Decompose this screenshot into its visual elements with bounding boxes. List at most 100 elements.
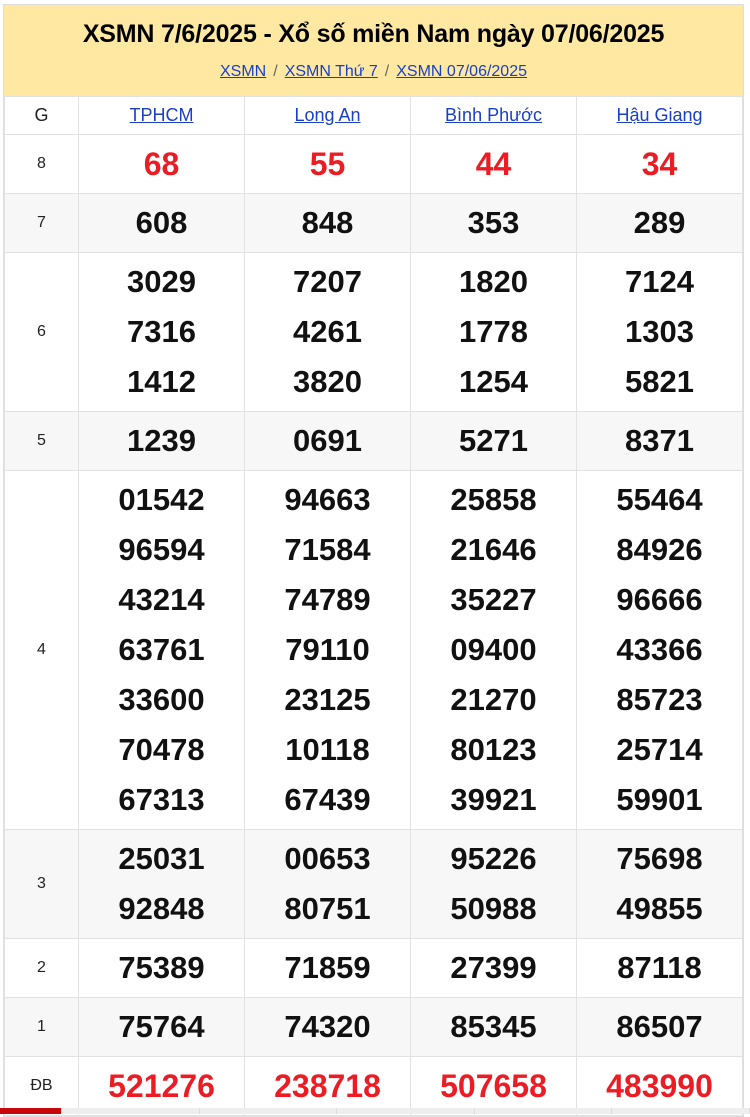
prize-cell: 95226 50988 <box>410 829 577 939</box>
prize-cell: 483990 <box>576 1056 743 1116</box>
results-panel: XSMN 7/6/2025 - Xổ số miền Nam ngày 07/0… <box>3 4 744 1117</box>
province-link-hau-giang[interactable]: Hậu Giang <box>616 105 703 125</box>
prize-cell: 55464 84926 96666 43366 85723 25714 59901 <box>576 470 743 830</box>
prize-number: 85345 <box>450 1009 537 1044</box>
prize-label: 4 <box>4 470 79 830</box>
prize-number: 507658 <box>440 1068 547 1104</box>
prize-cell: 34 <box>576 134 743 194</box>
prize-number: 44 <box>475 146 512 182</box>
breadcrumb-separator: / <box>273 63 278 80</box>
prize-number: 96594 <box>118 532 205 567</box>
prize-row: 1 75764 74320 85345 86507 <box>4 997 743 1057</box>
prize-cell: 289 <box>576 193 743 253</box>
prize-number: 1820 <box>459 264 528 299</box>
prize-number: 34 <box>641 146 678 182</box>
prize-cell: 3029 7316 1412 <box>78 252 245 412</box>
prize-cell: 7207 4261 3820 <box>244 252 411 412</box>
prize-number: 33600 <box>118 682 205 717</box>
prize-row: 8 68 55 44 34 <box>4 134 743 194</box>
prize-cell: 85345 <box>410 997 577 1057</box>
prize-label: 6 <box>4 252 79 412</box>
prize-number: 50988 <box>450 891 537 926</box>
prize-number: 4261 <box>293 314 362 349</box>
prize-row: 3 25031 92848 00653 80751 95226 50988 75698 4985… <box>4 829 743 939</box>
tab-item[interactable] <box>612 1108 750 1114</box>
prize-number: 43214 <box>118 582 205 617</box>
prize-cell: 44 <box>410 134 577 194</box>
prize-cell: 87118 <box>576 938 743 998</box>
prize-number: 71584 <box>284 532 371 567</box>
prize-number: 67439 <box>284 782 371 817</box>
prize-cell: 848 <box>244 193 411 253</box>
prize-number: 84926 <box>616 532 703 567</box>
tab-item[interactable] <box>475 1108 613 1114</box>
results-header: XSMN 7/6/2025 - Xổ số miền Nam ngày 07/0… <box>4 5 743 96</box>
prize-number: 25714 <box>616 732 703 767</box>
prize-number: 27399 <box>450 950 537 985</box>
breadcrumb-xsmn[interactable]: XSMN <box>220 63 267 80</box>
prize-number: 85723 <box>616 682 703 717</box>
prize-number: 353 <box>467 205 520 240</box>
prize-number: 21270 <box>450 682 537 717</box>
prize-number: 94663 <box>284 482 371 517</box>
tab-item[interactable] <box>62 1108 200 1114</box>
prize-cell: 27399 <box>410 938 577 998</box>
prize-number: 96666 <box>616 582 703 617</box>
prize-label: ĐB <box>4 1056 79 1116</box>
prize-number: 8371 <box>625 423 694 458</box>
prize-number: 21646 <box>450 532 537 567</box>
prize-label: 2 <box>4 938 79 998</box>
prize-cell: 25031 92848 <box>78 829 245 939</box>
tab-item[interactable] <box>0 1108 62 1114</box>
breadcrumb-xsmn-date[interactable]: XSMN 07/06/2025 <box>396 63 527 80</box>
prize-row: ĐB 521276 238718 507658 483990 <box>4 1056 743 1116</box>
prize-number: 75764 <box>118 1009 205 1044</box>
province-link-binh-phuoc[interactable]: Bình Phước <box>445 105 542 125</box>
prize-number: 0691 <box>293 423 362 458</box>
prize-number: 608 <box>135 205 188 240</box>
prize-label: 7 <box>4 193 79 253</box>
tab-item[interactable] <box>200 1108 338 1114</box>
breadcrumb-xsmn-thu-7[interactable]: XSMN Thứ 7 <box>284 63 378 80</box>
prize-number: 59901 <box>616 782 703 817</box>
prize-number: 01542 <box>118 482 205 517</box>
prize-number: 1254 <box>459 364 528 399</box>
prize-number: 49855 <box>616 891 703 926</box>
prize-number: 68 <box>143 146 180 182</box>
prize-cell: 353 <box>410 193 577 253</box>
tab-item[interactable] <box>337 1108 475 1114</box>
prize-row: 7 608 848 353 289 <box>4 193 743 253</box>
prize-number: 39921 <box>450 782 537 817</box>
prize-cell: 55 <box>244 134 411 194</box>
prize-number: 25031 <box>118 841 205 876</box>
prize-number: 1303 <box>625 314 694 349</box>
prize-number: 09400 <box>450 632 537 667</box>
prize-number: 7316 <box>127 314 196 349</box>
prize-number: 5271 <box>459 423 528 458</box>
prize-number: 92848 <box>118 891 205 926</box>
prize-cell: 521276 <box>78 1056 245 1116</box>
province-link-long-an[interactable]: Long An <box>294 105 361 125</box>
prize-cell: 75389 <box>78 938 245 998</box>
prize-column-header: G <box>4 96 79 135</box>
prize-cell: 75764 <box>78 997 245 1057</box>
prize-number: 63761 <box>118 632 205 667</box>
prize-number: 80123 <box>450 732 537 767</box>
prize-cell: 94663 71584 74789 79110 23125 10118 67439 <box>244 470 411 830</box>
prize-number: 1778 <box>459 314 528 349</box>
prize-number: 70478 <box>118 732 205 767</box>
prize-cell: 25858 21646 35227 09400 21270 80123 39921 <box>410 470 577 830</box>
prize-cell: 8371 <box>576 411 743 471</box>
prize-number: 483990 <box>606 1068 713 1104</box>
prize-cell: 1239 <box>78 411 245 471</box>
prize-number: 1239 <box>127 423 196 458</box>
prize-number: 3029 <box>127 264 196 299</box>
prize-cell: 608 <box>78 193 245 253</box>
province-header: Hậu Giang <box>576 96 743 135</box>
prize-number: 67313 <box>118 782 205 817</box>
prize-number: 521276 <box>108 1068 215 1104</box>
province-link-tphcm[interactable]: TPHCM <box>129 105 194 125</box>
prize-row: 6 3029 7316 1412 7207 4261 3820 1820 1778 1254 712… <box>4 252 743 412</box>
prize-number: 289 <box>633 205 686 240</box>
table-header-row: G TPHCM Long An Bình Phước Hậu Giang <box>4 96 743 135</box>
